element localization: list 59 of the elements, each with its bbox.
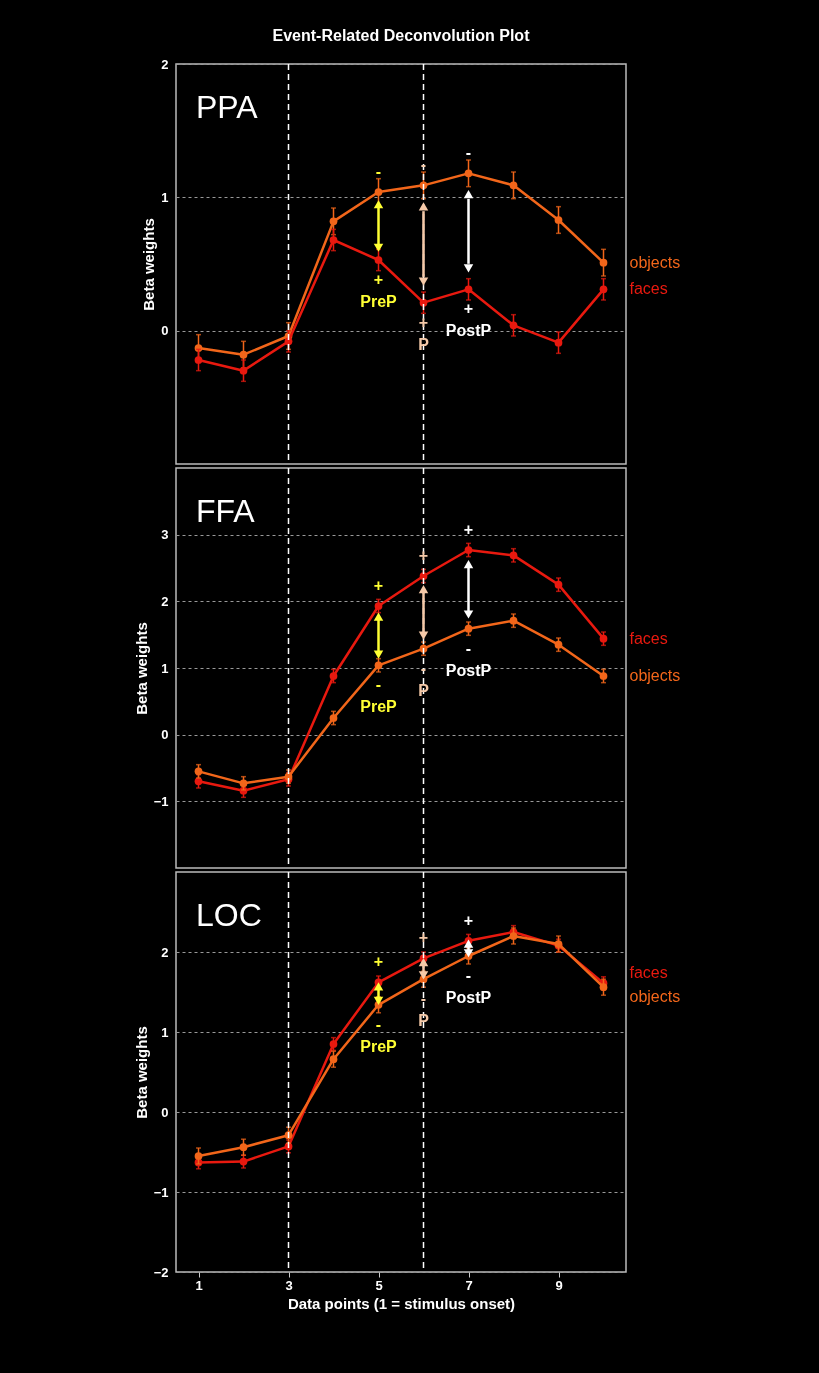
annotation: LOC <box>196 897 262 933</box>
annotation: - <box>420 156 427 174</box>
y-axis-title: Beta weights <box>140 218 158 311</box>
annotation: FFA <box>196 493 256 529</box>
x-tick-label: 1 <box>195 1277 203 1293</box>
annotation: PreP <box>360 698 398 716</box>
annotation: + <box>463 300 474 318</box>
y-axis-title: Beta weights <box>132 1026 150 1119</box>
annotation: - <box>375 676 382 694</box>
annotation: + <box>373 271 384 288</box>
annotation: - <box>375 163 382 180</box>
annotation: - <box>420 659 427 677</box>
annotation: + <box>418 547 429 564</box>
series-label: faces <box>629 629 668 647</box>
y-tick-label: 2 <box>161 944 169 960</box>
annotation: + <box>463 911 474 929</box>
annotation: - <box>465 144 472 162</box>
annotation: PostP <box>445 661 492 679</box>
y-axis-title: Beta weights <box>132 622 150 715</box>
y-tick-label: −1 <box>153 793 169 809</box>
y-tick-label: 1 <box>161 1024 169 1040</box>
series-label: faces <box>629 964 668 982</box>
x-tick-label: 5 <box>375 1277 383 1293</box>
annotation: - <box>465 967 472 984</box>
annotation: + <box>373 577 384 594</box>
series-label: objects <box>629 667 681 684</box>
y-tick-label: 2 <box>161 56 169 72</box>
x-tick-label: 9 <box>555 1277 563 1293</box>
annotation: + <box>418 929 429 947</box>
series-label: faces <box>629 280 668 298</box>
chart-title: Event-Related Deconvolution Plot <box>272 27 531 44</box>
y-tick-label: 0 <box>161 1104 169 1120</box>
y-tick-label: 2 <box>161 593 169 609</box>
series-label: objects <box>629 253 681 271</box>
annotation: PostP <box>445 322 492 340</box>
annotation: - <box>375 1015 382 1033</box>
annotation: PreP <box>360 293 398 310</box>
y-tick-label: −1 <box>153 1184 169 1200</box>
y-tick-label: 1 <box>161 189 169 205</box>
y-tick-label: 0 <box>161 323 169 339</box>
y-tick-label: −2 <box>153 1264 169 1280</box>
series-label: objects <box>629 988 681 1006</box>
annotation: P <box>418 335 430 353</box>
y-tick-label: 1 <box>161 660 169 676</box>
y-tick-label: 0 <box>161 727 169 743</box>
annotation: PostP <box>445 989 492 1006</box>
annotation: + <box>463 521 474 538</box>
x-tick-label: 3 <box>285 1277 293 1293</box>
annotation: P <box>418 681 430 699</box>
x-axis-title: Data points (1 = stimulus onset) <box>287 1294 516 1312</box>
annotation: PreP <box>360 1037 398 1055</box>
annotation: P <box>418 1012 430 1030</box>
y-tick-label: 3 <box>161 527 169 543</box>
annotation: + <box>373 953 384 971</box>
annotation: - <box>465 639 472 657</box>
annotation: + <box>418 313 429 331</box>
annotation: PPA <box>196 89 259 125</box>
annotation: - <box>420 990 427 1008</box>
x-tick-label: 7 <box>465 1277 473 1293</box>
